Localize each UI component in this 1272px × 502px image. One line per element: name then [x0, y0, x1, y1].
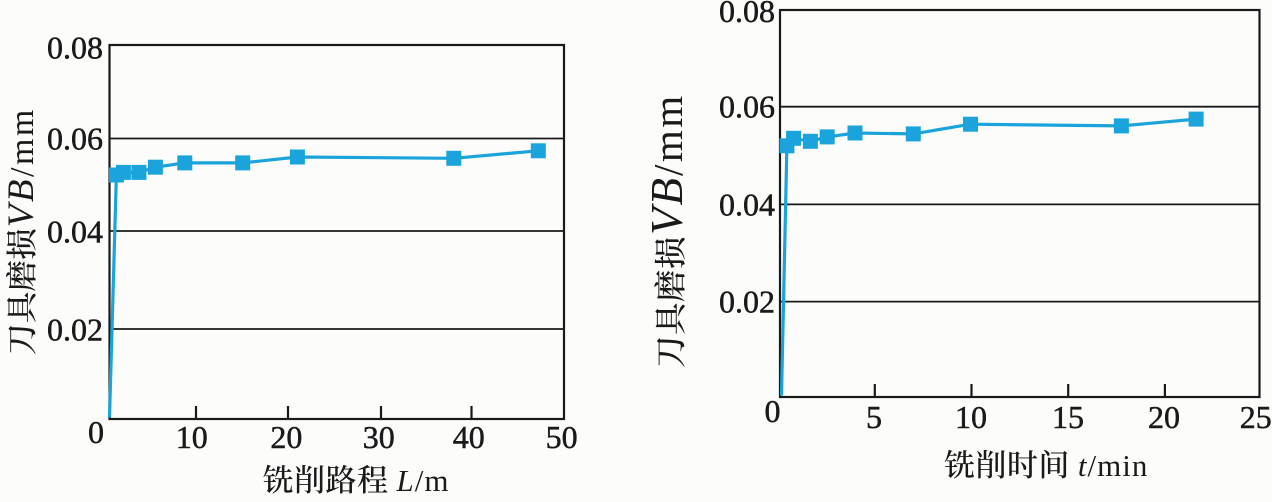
svg-text:50: 50	[546, 419, 578, 455]
svg-text:VB/mm: VB/mm	[1, 107, 42, 227]
svg-text:0.08: 0.08	[719, 0, 775, 29]
svg-text:0.02: 0.02	[719, 284, 775, 320]
svg-text:20: 20	[270, 419, 302, 455]
svg-text:0: 0	[88, 414, 104, 450]
svg-text:10: 10	[176, 419, 208, 455]
svg-text:L/m: L/m	[396, 463, 450, 497]
svg-text:0.08: 0.08	[47, 30, 103, 66]
svg-text:0.04: 0.04	[719, 186, 775, 222]
svg-text:VB/mm: VB/mm	[642, 93, 692, 235]
svg-text:t/min: t/min	[1078, 448, 1148, 483]
svg-text:10: 10	[955, 399, 987, 435]
svg-text:0: 0	[765, 393, 781, 429]
svg-text:20: 20	[1148, 399, 1180, 435]
svg-text:0.06: 0.06	[719, 89, 775, 125]
svg-text:25: 25	[1240, 399, 1272, 435]
svg-text:0.06: 0.06	[47, 121, 103, 157]
svg-text:5: 5	[866, 399, 882, 435]
svg-text:0.04: 0.04	[47, 213, 103, 249]
svg-text:15: 15	[1052, 399, 1084, 435]
svg-text:0.02: 0.02	[47, 312, 103, 348]
svg-text:40: 40	[453, 419, 485, 455]
svg-text:30: 30	[363, 419, 395, 455]
